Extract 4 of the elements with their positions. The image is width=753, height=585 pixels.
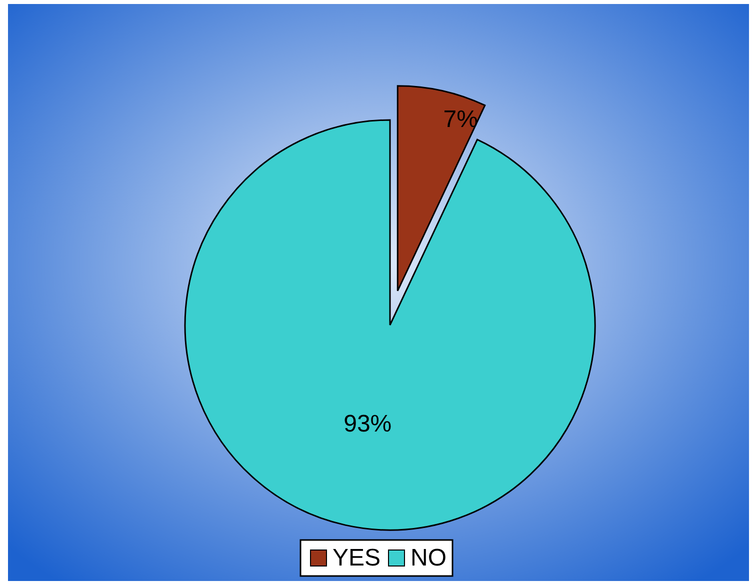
legend-label: NO (410, 544, 446, 572)
data-label: 7% (443, 106, 478, 134)
legend-label: YES (332, 544, 381, 572)
data-label: 93% (344, 410, 392, 438)
